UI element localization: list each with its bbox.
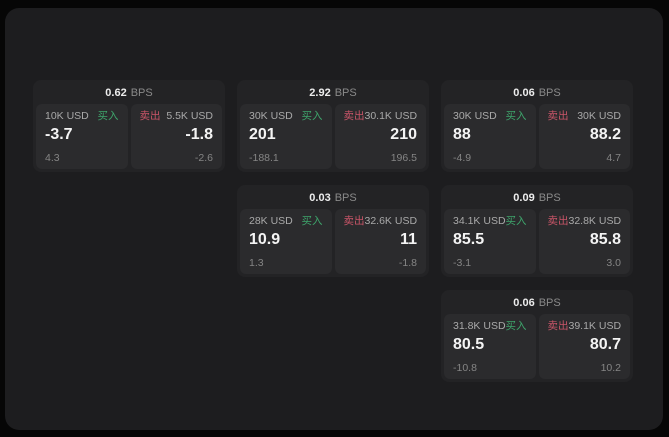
quote-card-grid: 0.62 BPS 10K USD 买入 -3.7 4.3 卖出 5.5K USD… xyxy=(33,80,633,382)
buy-price: 10.9 xyxy=(249,230,281,248)
spread-value: 2.92 xyxy=(309,87,331,99)
sell-price: -1.8 xyxy=(185,125,213,143)
sell-price: 11 xyxy=(400,230,417,248)
buy-price: 80.5 xyxy=(453,335,485,353)
buy-panel[interactable]: 10K USD 买入 -3.7 4.3 xyxy=(36,104,128,169)
sell-label[interactable]: 卖出 xyxy=(547,320,569,332)
spread-header: 0.06 BPS xyxy=(444,293,630,314)
buy-label[interactable]: 买入 xyxy=(505,320,527,332)
spread-unit: BPS xyxy=(538,297,561,309)
spread-value: 0.06 xyxy=(513,87,535,99)
buy-panel[interactable]: 30K USD 买入 88 -4.9 xyxy=(444,104,536,169)
sell-label[interactable]: 卖出 xyxy=(547,215,569,227)
quote-panels: 34.1K USD 买入 85.5 -3.1 卖出 32.8K USD 85.8… xyxy=(444,209,630,274)
buy-delta: -4.9 xyxy=(453,151,472,164)
sell-delta: 196.5 xyxy=(390,151,417,164)
buy-delta: 1.3 xyxy=(249,256,264,269)
sell-delta: -1.8 xyxy=(398,256,417,269)
spread-header: 0.06 BPS xyxy=(444,83,630,104)
sell-price: 85.8 xyxy=(589,230,621,248)
quote-card: 0.06 BPS 31.8K USD 买入 80.5 -10.8 卖出 39.1… xyxy=(441,290,633,382)
spread-value: 0.09 xyxy=(513,192,535,204)
quote-panels: 28K USD 买入 10.9 1.3 卖出 32.6K USD 11 -1.8 xyxy=(240,209,426,274)
sell-panel[interactable]: 卖出 39.1K USD 80.7 10.2 xyxy=(538,314,630,379)
quote-panels: 30K USD 买入 201 -188.1 卖出 30.1K USD 210 1… xyxy=(240,104,426,169)
sell-size-label: 32.8K USD xyxy=(568,215,622,227)
sell-label[interactable]: 卖出 xyxy=(343,110,365,122)
spread-unit: BPS xyxy=(130,87,153,99)
quote-panels: 10K USD 买入 -3.7 4.3 卖出 5.5K USD -1.8 -2.… xyxy=(36,104,222,169)
sell-delta: 3.0 xyxy=(606,256,621,269)
quote-card: 0.06 BPS 30K USD 买入 88 -4.9 卖出 30K USD 8… xyxy=(441,80,633,172)
buy-panel[interactable]: 31.8K USD 买入 80.5 -10.8 xyxy=(444,314,536,379)
app-window: 0.62 BPS 10K USD 买入 -3.7 4.3 卖出 5.5K USD… xyxy=(5,8,663,430)
sell-panel[interactable]: 卖出 32.6K USD 11 -1.8 xyxy=(334,209,426,274)
spread-unit: BPS xyxy=(334,192,357,204)
sell-label[interactable]: 卖出 xyxy=(343,215,365,227)
quote-card: 2.92 BPS 30K USD 买入 201 -188.1 卖出 30.1K … xyxy=(237,80,429,172)
spread-header: 0.62 BPS xyxy=(36,83,222,104)
buy-size-label: 31.8K USD xyxy=(453,320,506,332)
quote-panels: 31.8K USD 买入 80.5 -10.8 卖出 39.1K USD 80.… xyxy=(444,314,630,379)
spread-value: 0.62 xyxy=(105,87,127,99)
buy-size-label: 34.1K USD xyxy=(453,215,506,227)
quote-panels: 30K USD 买入 88 -4.9 卖出 30K USD 88.2 4.7 xyxy=(444,104,630,169)
buy-price: 85.5 xyxy=(453,230,485,248)
spread-value: 0.06 xyxy=(513,297,535,309)
buy-delta: -3.1 xyxy=(453,256,472,269)
sell-label[interactable]: 卖出 xyxy=(547,110,569,122)
spread-header: 2.92 BPS xyxy=(240,83,426,104)
buy-label[interactable]: 买入 xyxy=(301,110,323,122)
buy-size-label: 28K USD xyxy=(249,215,293,227)
quote-card: 0.09 BPS 34.1K USD 买入 85.5 -3.1 卖出 32.8K… xyxy=(441,185,633,277)
sell-price: 210 xyxy=(390,125,417,143)
sell-size-label: 39.1K USD xyxy=(568,320,622,332)
spread-header: 0.09 BPS xyxy=(444,188,630,209)
sell-price: 80.7 xyxy=(589,335,621,353)
quote-card: 0.62 BPS 10K USD 买入 -3.7 4.3 卖出 5.5K USD… xyxy=(33,80,225,172)
buy-size-label: 10K USD xyxy=(45,110,89,122)
buy-price: 88 xyxy=(453,125,471,143)
sell-delta: 4.7 xyxy=(606,151,621,164)
spread-header: 0.03 BPS xyxy=(240,188,426,209)
buy-size-label: 30K USD xyxy=(453,110,497,122)
buy-price: -3.7 xyxy=(45,125,73,143)
sell-panel[interactable]: 卖出 32.8K USD 85.8 3.0 xyxy=(538,209,630,274)
buy-panel[interactable]: 30K USD 买入 201 -188.1 xyxy=(240,104,332,169)
spread-value: 0.03 xyxy=(309,192,331,204)
sell-panel[interactable]: 卖出 30.1K USD 210 196.5 xyxy=(334,104,426,169)
spread-unit: BPS xyxy=(538,87,561,99)
spread-unit: BPS xyxy=(538,192,561,204)
buy-label[interactable]: 买入 xyxy=(301,215,323,227)
buy-label[interactable]: 买入 xyxy=(505,110,527,122)
buy-price: 201 xyxy=(249,125,276,143)
buy-size-label: 30K USD xyxy=(249,110,293,122)
buy-panel[interactable]: 28K USD 买入 10.9 1.3 xyxy=(240,209,332,274)
buy-delta: 4.3 xyxy=(45,151,60,164)
buy-panel[interactable]: 34.1K USD 买入 85.5 -3.1 xyxy=(444,209,536,274)
sell-size-label: 30K USD xyxy=(577,110,621,122)
buy-label[interactable]: 买入 xyxy=(505,215,527,227)
sell-panel[interactable]: 卖出 5.5K USD -1.8 -2.6 xyxy=(130,104,222,169)
sell-size-label: 30.1K USD xyxy=(364,110,418,122)
sell-panel[interactable]: 卖出 30K USD 88.2 4.7 xyxy=(538,104,630,169)
sell-delta: -2.6 xyxy=(194,151,213,164)
sell-delta: 10.2 xyxy=(600,361,621,374)
quote-card: 0.03 BPS 28K USD 买入 10.9 1.3 卖出 32.6K US… xyxy=(237,185,429,277)
sell-size-label: 5.5K USD xyxy=(166,110,213,122)
buy-delta: -10.8 xyxy=(453,361,477,374)
sell-label[interactable]: 卖出 xyxy=(139,110,161,122)
buy-label[interactable]: 买入 xyxy=(97,110,119,122)
sell-price: 88.2 xyxy=(589,125,621,143)
buy-delta: -188.1 xyxy=(249,151,279,164)
sell-size-label: 32.6K USD xyxy=(364,215,418,227)
spread-unit: BPS xyxy=(334,87,357,99)
